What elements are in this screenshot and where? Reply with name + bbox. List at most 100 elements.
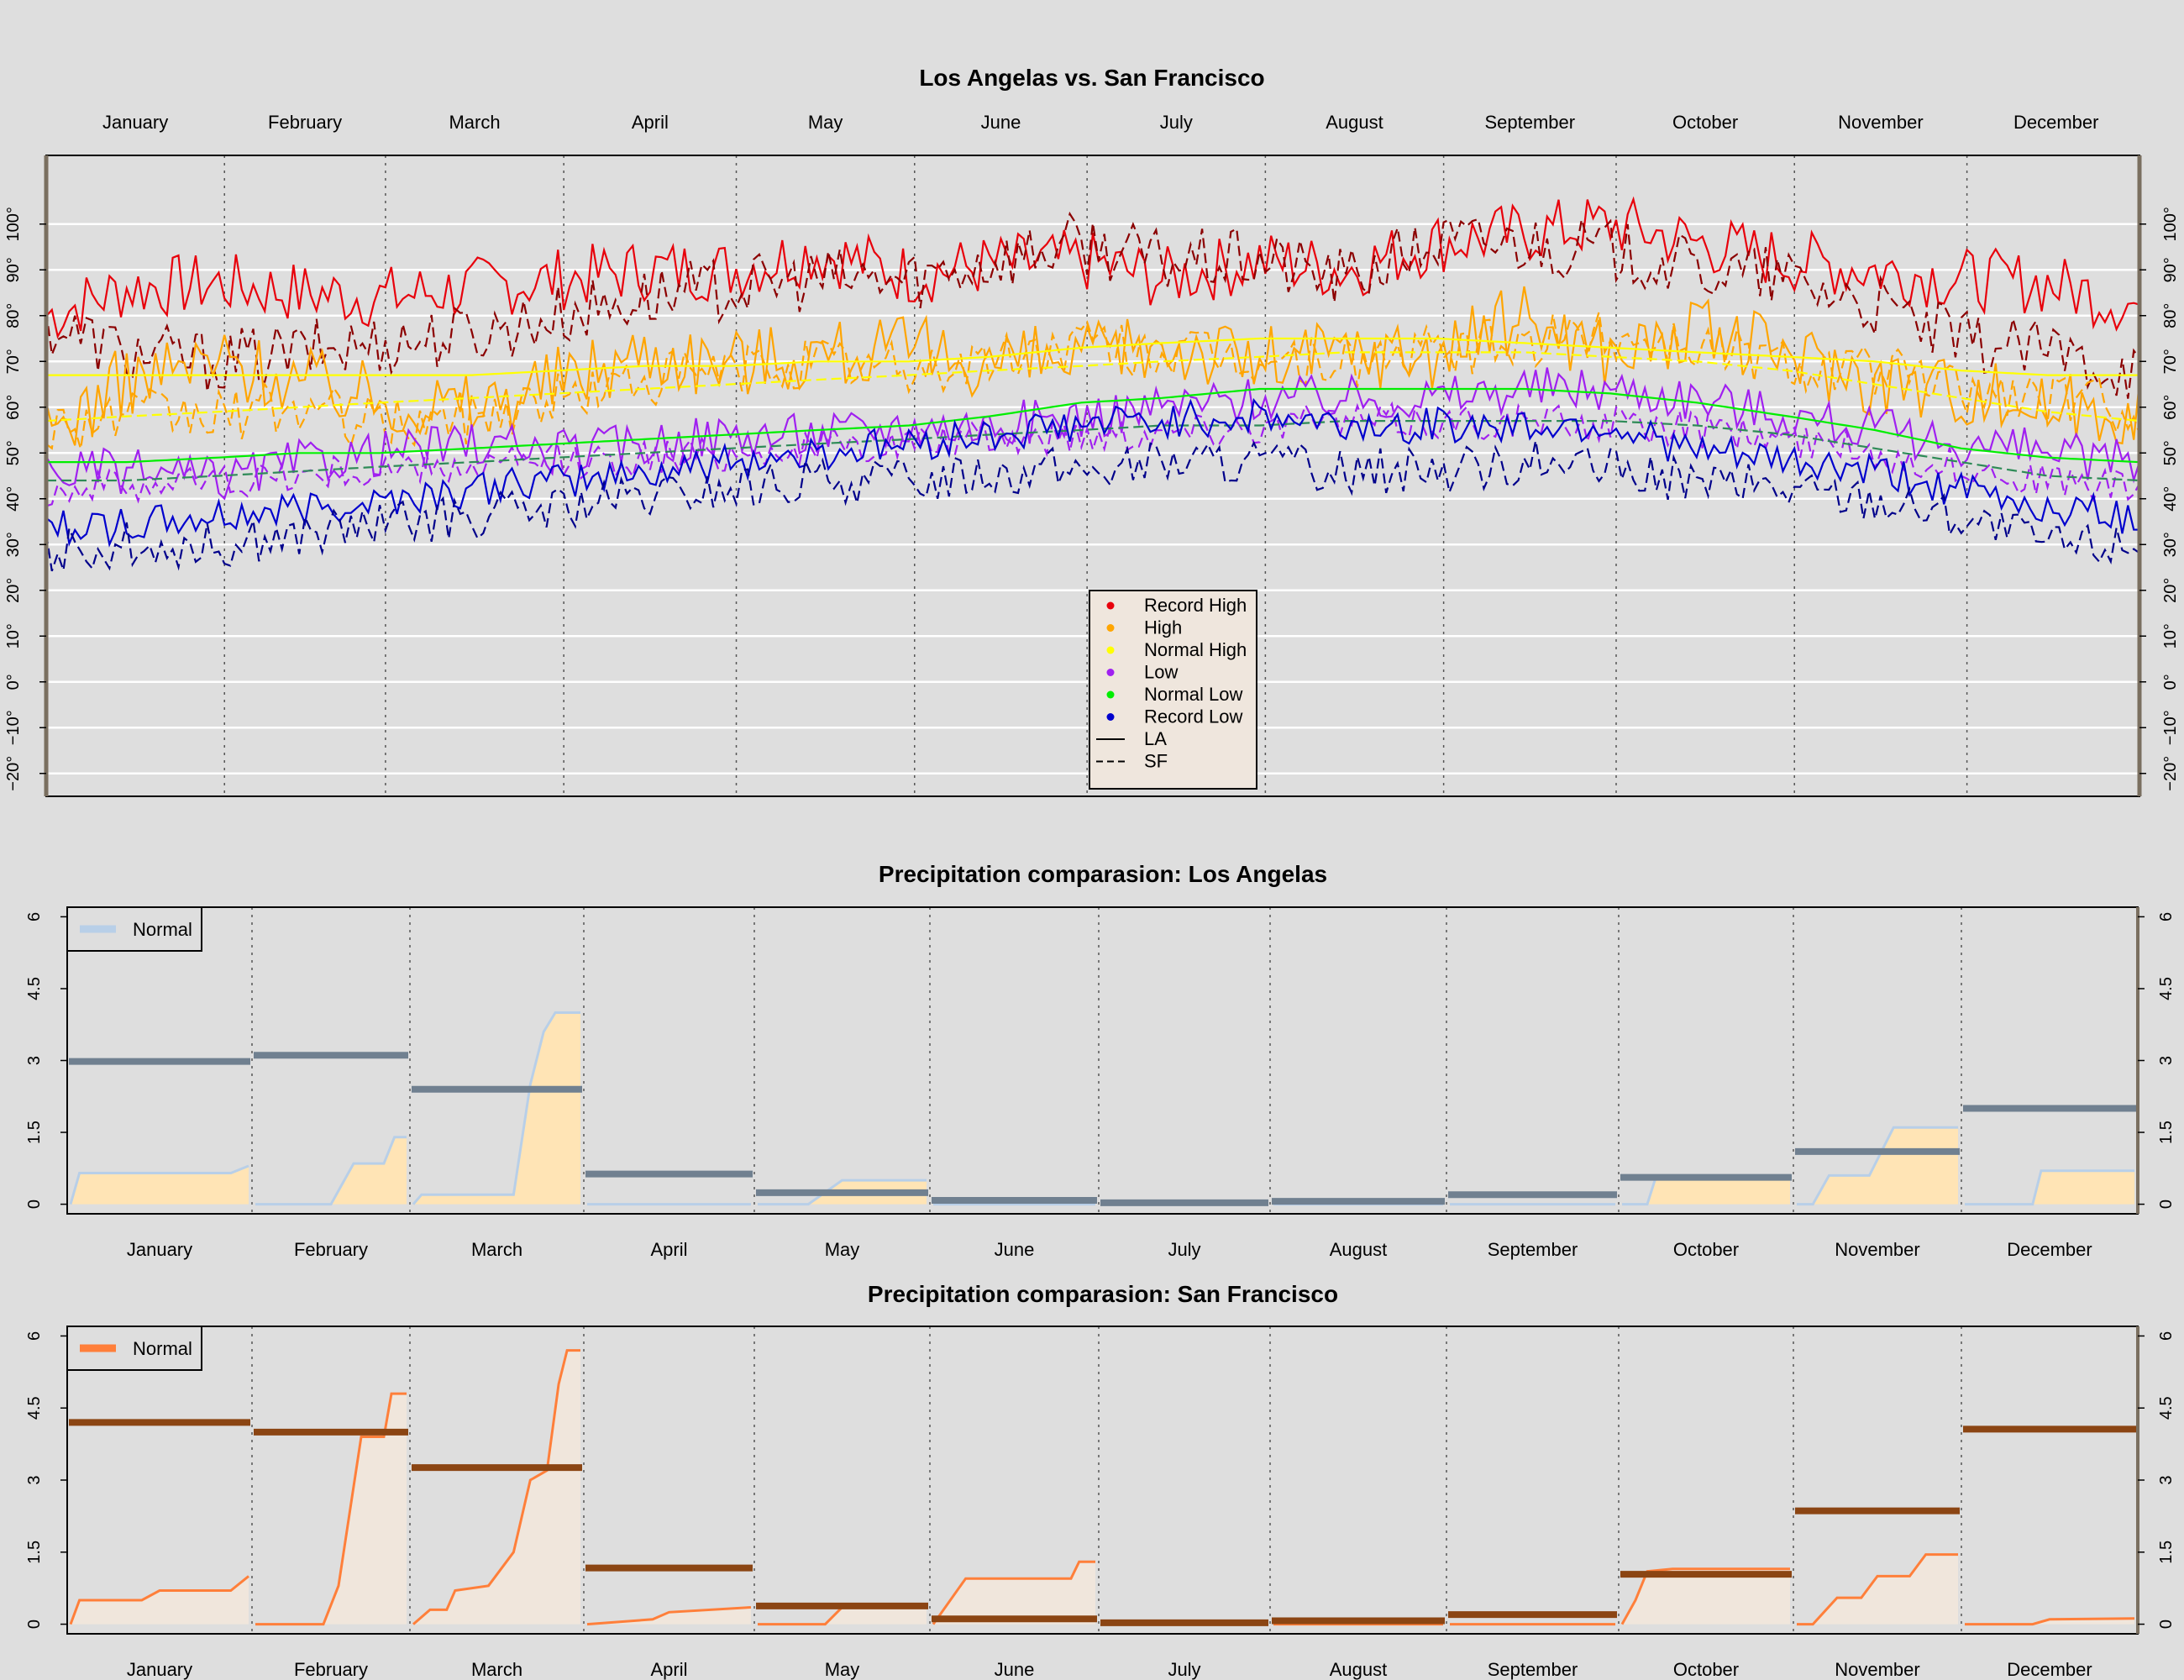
precip-cumulative-fill	[1622, 1178, 1790, 1205]
precip-month-label: January	[127, 1239, 192, 1260]
y-tick-label-left: 100°	[4, 207, 23, 241]
precip-cumulative-fill	[1965, 1170, 2134, 1205]
precip-month-label: November	[1835, 1239, 1919, 1260]
temperature-month-label: August	[1326, 112, 1383, 133]
series-record-low-la	[45, 397, 2140, 548]
y-tick-label-right: 100°	[2161, 207, 2180, 241]
y-tick-label-left: −10°	[4, 710, 23, 745]
series-normal-low-sf	[46, 420, 2140, 482]
precip-month-label: October	[1673, 1239, 1739, 1260]
precip-month-label: October	[1673, 1659, 1739, 1680]
legend-dot-normal-high	[1106, 646, 1115, 654]
y-tick-label-right: 70°	[2161, 349, 2180, 374]
precip-y-tick-label-left: 6	[25, 912, 44, 921]
precip-cumulative-line	[69, 1575, 249, 1625]
precip-plot-area	[67, 1326, 2138, 1634]
precip-cumulative-fill	[1797, 1554, 1958, 1625]
precip-month-label: April	[650, 1239, 687, 1260]
precip-cumulative-line	[1965, 1617, 2135, 1626]
y-tick-label-left: 40°	[4, 486, 23, 512]
series-high-sf	[45, 312, 2141, 450]
y-tick-label-right: −20°	[2161, 756, 2180, 791]
y-tick-label-right: 50°	[2161, 440, 2180, 465]
legend-label: Record High	[1144, 595, 1247, 616]
precip-cumulative-fill	[1622, 1568, 1790, 1625]
temperature-panel: Los Angelas vs. San Francisco January Feb…	[4, 65, 2180, 797]
precip-y-tick-label-left: 4.5	[25, 1396, 44, 1420]
precip-cumulative-fill	[758, 1607, 927, 1625]
temperature-y-ticks: −20° −20° −10° −10° 0° 0° 10° 10° 20° 20° 30° 30° 40…	[4, 207, 2180, 791]
sf-precip-plot: 0 0 1.5 1.5 3 3 4.5 4.5 6 6 January February March Ap…	[25, 1326, 2176, 1680]
precip-y-tick-label-left: 0	[25, 1620, 44, 1629]
precip-cumulative-line	[255, 1392, 407, 1626]
precip-y-tick-label-right: 0	[2157, 1620, 2176, 1629]
legend-label: Normal Low	[1144, 684, 1242, 705]
temperature-series	[45, 196, 2141, 572]
precip-month-label: July	[1168, 1659, 1200, 1680]
precip-legend-label: Normal	[133, 1338, 192, 1359]
y-tick-label-right: −10°	[2161, 710, 2180, 745]
temperature-month-label: January	[102, 112, 168, 133]
legend-label: High	[1144, 617, 1182, 638]
precip-y-tick-label-right: 3	[2157, 1056, 2176, 1065]
series-normal-high-sf	[45, 351, 2140, 423]
precip-month-label: May	[825, 1659, 860, 1680]
temperature-month-label: September	[1484, 112, 1575, 133]
precip-y-tick-label-right: 4.5	[2157, 977, 2176, 1000]
y-tick-label-right: 60°	[2161, 395, 2180, 420]
precip-y-tick-label-left: 0	[25, 1200, 44, 1209]
legend-dot-high	[1106, 624, 1115, 632]
precip-cumulative-line	[586, 1606, 752, 1626]
precip-month-label: August	[1330, 1659, 1388, 1680]
temperature-plot-frame	[44, 155, 2142, 797]
precip-cumulative-fill	[1797, 1127, 1958, 1205]
legend-dot-record-high	[1106, 601, 1115, 610]
series-high-la	[45, 286, 2141, 446]
legend-label: Normal High	[1144, 639, 1247, 660]
y-tick-label-right: 20°	[2161, 578, 2180, 603]
temperature-month-label: December	[2013, 112, 2098, 133]
precip-month-label: August	[1330, 1239, 1388, 1260]
precip-cumulative-fill	[587, 1607, 751, 1625]
precip-cumulative-fill	[255, 1394, 407, 1625]
precip-y-tick-label-left: 4.5	[25, 977, 44, 1000]
precip-cumulative-line	[1797, 1553, 1958, 1626]
temperature-month-labels: January February March April May June July Augu…	[102, 112, 2098, 133]
precip-cumulative-line	[412, 1011, 580, 1205]
sf-precip-title: Precipitation comparasion: San Francisco	[868, 1281, 1338, 1307]
series-normal-high-la	[46, 337, 2139, 376]
series-record-high-la	[45, 196, 2140, 339]
precip-cumulative-fill	[413, 1012, 580, 1205]
y-tick-label-left: 30°	[4, 532, 23, 557]
temperature-month-label: May	[808, 112, 843, 133]
precip-y-tick-label-left: 3	[25, 1056, 44, 1065]
la-precip-plot: 0 0 1.5 1.5 3 3 4.5 4.5 6 6 January February March Ap…	[25, 906, 2176, 1260]
y-tick-label-right: 30°	[2161, 532, 2180, 557]
precip-cumulative-fill	[71, 1576, 249, 1625]
temperature-month-label: February	[268, 112, 342, 133]
legend-label: Record Low	[1144, 706, 1243, 727]
precip-month-label: June	[995, 1659, 1035, 1680]
legend-dot-low	[1106, 669, 1115, 676]
legend-label: Low	[1144, 662, 1178, 683]
precip-month-label: September	[1488, 1659, 1578, 1680]
y-tick-label-left: 20°	[4, 578, 23, 603]
legend-dot-record-low	[1106, 713, 1115, 721]
y-tick-label-right: 0°	[2161, 674, 2180, 690]
y-tick-label-left: −20°	[4, 756, 23, 791]
temperature-chart-title: Los Angelas vs. San Francisco	[919, 65, 1264, 91]
sf-precip-panel: Precipitation comparasion: San Francisco…	[25, 1281, 2176, 1680]
temperature-month-label: October	[1672, 112, 1738, 133]
precip-month-label: December	[2007, 1659, 2092, 1680]
precip-y-tick-label-right: 1.5	[2157, 1541, 2176, 1564]
precip-cumulative-fill	[71, 1166, 249, 1205]
y-tick-label-right: 90°	[2161, 257, 2180, 282]
la-precip-panel: Precipitation comparasion: Los Angelas 0…	[25, 861, 2176, 1260]
la-precip-title: Precipitation comparasion: Los Angelas	[879, 861, 1327, 887]
precip-month-label: March	[471, 1239, 522, 1260]
precip-y-tick-label-left: 3	[25, 1475, 44, 1484]
precip-month-label: February	[294, 1659, 368, 1680]
precip-month-label: July	[1168, 1239, 1200, 1260]
precip-month-label: June	[995, 1239, 1035, 1260]
